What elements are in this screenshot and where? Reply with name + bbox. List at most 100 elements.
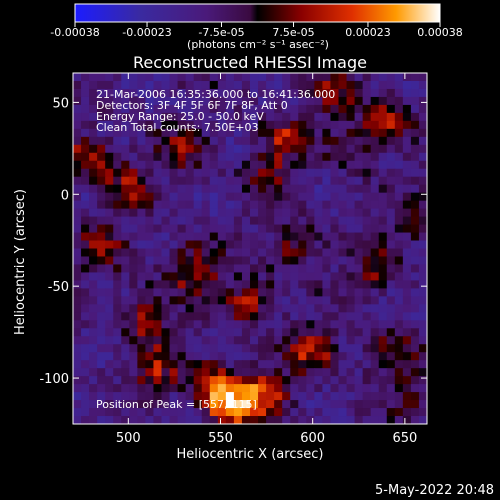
- heatmap-cell: [386, 336, 396, 345]
- heatmap-cell: [418, 336, 427, 345]
- heatmap-cell: [266, 168, 275, 178]
- heatmap-cell: [241, 328, 251, 337]
- heatmap-cell: [177, 112, 187, 122]
- heatmap-cell: [81, 344, 90, 353]
- heatmap-cell: [241, 368, 251, 377]
- heatmap-cell: [298, 160, 307, 170]
- heatmap-cell: [394, 216, 404, 226]
- heatmap-cell: [274, 240, 283, 250]
- heatmap-cell: [73, 296, 82, 305]
- heatmap-cell: [185, 328, 195, 337]
- heatmap-cell: [282, 336, 291, 345]
- heatmap-cell: [258, 312, 267, 321]
- heatmap-cell: [193, 120, 203, 130]
- heatmap-cell: [418, 328, 427, 337]
- heatmap-cell: [386, 120, 396, 130]
- heatmap-cell: [73, 240, 82, 250]
- heatmap-cell: [121, 104, 130, 114]
- heatmap-cell: [233, 120, 243, 130]
- heatmap-cell: [97, 176, 106, 186]
- heatmap-cell: [121, 192, 130, 202]
- heatmap-cell: [137, 264, 147, 274]
- heatmap-cell: [250, 80, 259, 90]
- heatmap-cell: [145, 384, 155, 393]
- heatmap-cell: [233, 128, 243, 138]
- heatmap-cell: [394, 232, 404, 242]
- heatmap-cell: [129, 360, 138, 369]
- heatmap-cell: [241, 80, 251, 90]
- heatmap-cell: [386, 160, 396, 170]
- heatmap-cell: [266, 176, 275, 186]
- heatmap-cell: [81, 104, 90, 114]
- heatmap-cell: [89, 144, 98, 154]
- heatmap-cell: [169, 104, 179, 114]
- colorbar-tick-label: -0.00038: [50, 26, 99, 39]
- heatmap-cell: [145, 192, 155, 202]
- heatmap-cell: [378, 408, 388, 417]
- heatmap-cell: [145, 200, 155, 210]
- heatmap-cell: [418, 344, 427, 353]
- heatmap-cell: [169, 216, 179, 226]
- heatmap-cell: [290, 240, 299, 250]
- heatmap-cell: [274, 392, 283, 401]
- heatmap-cell: [258, 248, 267, 258]
- heatmap-cell: [201, 192, 211, 202]
- heatmap-cell: [290, 208, 299, 218]
- heatmap-cell: [370, 176, 380, 186]
- heatmap-cell: [402, 328, 412, 337]
- heatmap-cell: [233, 416, 243, 424]
- heatmap-cell: [153, 408, 163, 417]
- heatmap-cell: [89, 160, 98, 170]
- heatmap-cell: [298, 152, 307, 162]
- heatmap-cell: [89, 248, 98, 258]
- heatmap-cell: [201, 73, 211, 82]
- heatmap-cell: [402, 128, 412, 138]
- heatmap-cell: [217, 80, 227, 90]
- heatmap-cell: [298, 80, 307, 90]
- heatmap-cell: [97, 160, 106, 170]
- heatmap-cell: [410, 328, 420, 337]
- heatmap-cell: [330, 376, 340, 385]
- heatmap-cell: [73, 336, 82, 345]
- heatmap-cell: [105, 288, 114, 297]
- heatmap-cell: [209, 304, 219, 313]
- heatmap-cell: [185, 384, 195, 393]
- heatmap-cell: [97, 184, 106, 194]
- heatmap-cell: [209, 128, 219, 138]
- heatmap-cell: [73, 136, 82, 146]
- heatmap-cell: [402, 216, 412, 226]
- heatmap-cell: [378, 88, 388, 98]
- heatmap-cell: [362, 112, 372, 122]
- heatmap-cell: [145, 88, 155, 98]
- heatmap-cell: [282, 200, 291, 210]
- heatmap-cell: [233, 176, 243, 186]
- heatmap-cell: [354, 344, 364, 353]
- heatmap-cell: [386, 240, 396, 250]
- heatmap-cell: [298, 73, 307, 82]
- heatmap-cell: [225, 344, 235, 353]
- heatmap-cell: [193, 264, 203, 274]
- heatmap-cell: [193, 152, 203, 162]
- heatmap-cell: [266, 73, 275, 82]
- heatmap-cell: [362, 312, 372, 321]
- heatmap-cell: [161, 168, 171, 178]
- heatmap-cell: [378, 120, 388, 130]
- heatmap-cell: [274, 328, 283, 337]
- heatmap-cell: [402, 400, 412, 409]
- heatmap-cell: [161, 280, 171, 289]
- heatmap-cell: [322, 120, 332, 130]
- heatmap-cell: [193, 240, 203, 250]
- heatmap-cell: [266, 280, 275, 289]
- heatmap-cell: [354, 416, 364, 424]
- colorbar-tick-label: -0.00023: [122, 26, 171, 39]
- heatmap-cell: [306, 112, 315, 122]
- heatmap-cell: [354, 112, 364, 122]
- heatmap-cell: [370, 144, 380, 154]
- heatmap-cell: [169, 200, 179, 210]
- heatmap-cell: [314, 168, 324, 178]
- heatmap-cell: [105, 352, 114, 361]
- heatmap-cell: [402, 168, 412, 178]
- heatmap-cell: [322, 80, 332, 90]
- heatmap-cell: [97, 352, 106, 361]
- heatmap-cell: [153, 376, 163, 385]
